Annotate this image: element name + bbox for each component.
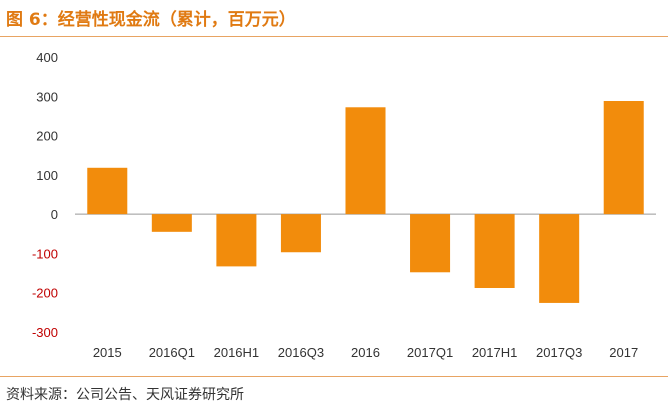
bar-chart: 400 300 200 100 0 -100 -200 -300 2015 2016Q1 2016… xyxy=(32,50,656,360)
bar-2016 xyxy=(345,107,386,215)
y-tick-label: 100 xyxy=(36,168,58,183)
bar-2017Q1 xyxy=(410,214,451,273)
x-tick-label: 2016H1 xyxy=(214,345,260,360)
y-tick-label: 300 xyxy=(36,89,58,104)
footer-divider xyxy=(0,376,668,377)
bar-2016Q3 xyxy=(280,214,321,253)
source-note: 资料来源：公司公告、天风证券研究所 xyxy=(6,387,244,403)
y-tick-label: -200 xyxy=(32,286,58,301)
bar-2017 xyxy=(603,101,644,215)
title-divider xyxy=(0,36,668,37)
x-tick-label: 2016 xyxy=(351,345,380,360)
bars xyxy=(87,101,644,303)
bar-2016Q1 xyxy=(151,214,192,232)
bar-2017H1 xyxy=(474,214,515,288)
x-axis-ticks: 2015 2016Q1 2016H1 2016Q3 2016 2017Q1 2017H1 20… xyxy=(93,345,638,360)
y-tick-label: 400 xyxy=(36,50,58,65)
x-tick-label: 2015 xyxy=(93,345,122,360)
y-axis-ticks: 400 300 200 100 0 -100 -200 -300 xyxy=(32,50,58,340)
bar-2015 xyxy=(87,167,128,215)
y-tick-label: -300 xyxy=(32,325,58,340)
y-tick-label: 200 xyxy=(36,129,58,144)
x-tick-label: 2017Q3 xyxy=(536,345,582,360)
bar-2017Q3 xyxy=(539,214,580,303)
x-tick-label: 2017Q1 xyxy=(407,345,453,360)
chart-title: 图 6：经营性现金流（累计，百万元） xyxy=(6,10,296,30)
bar-2016H1 xyxy=(216,214,257,267)
x-tick-label: 2016Q3 xyxy=(278,345,324,360)
y-tick-label: -100 xyxy=(32,246,58,261)
y-tick-label: 0 xyxy=(51,207,58,222)
x-tick-label: 2017 xyxy=(609,345,638,360)
x-tick-label: 2017H1 xyxy=(472,345,518,360)
x-tick-label: 2016Q1 xyxy=(149,345,195,360)
